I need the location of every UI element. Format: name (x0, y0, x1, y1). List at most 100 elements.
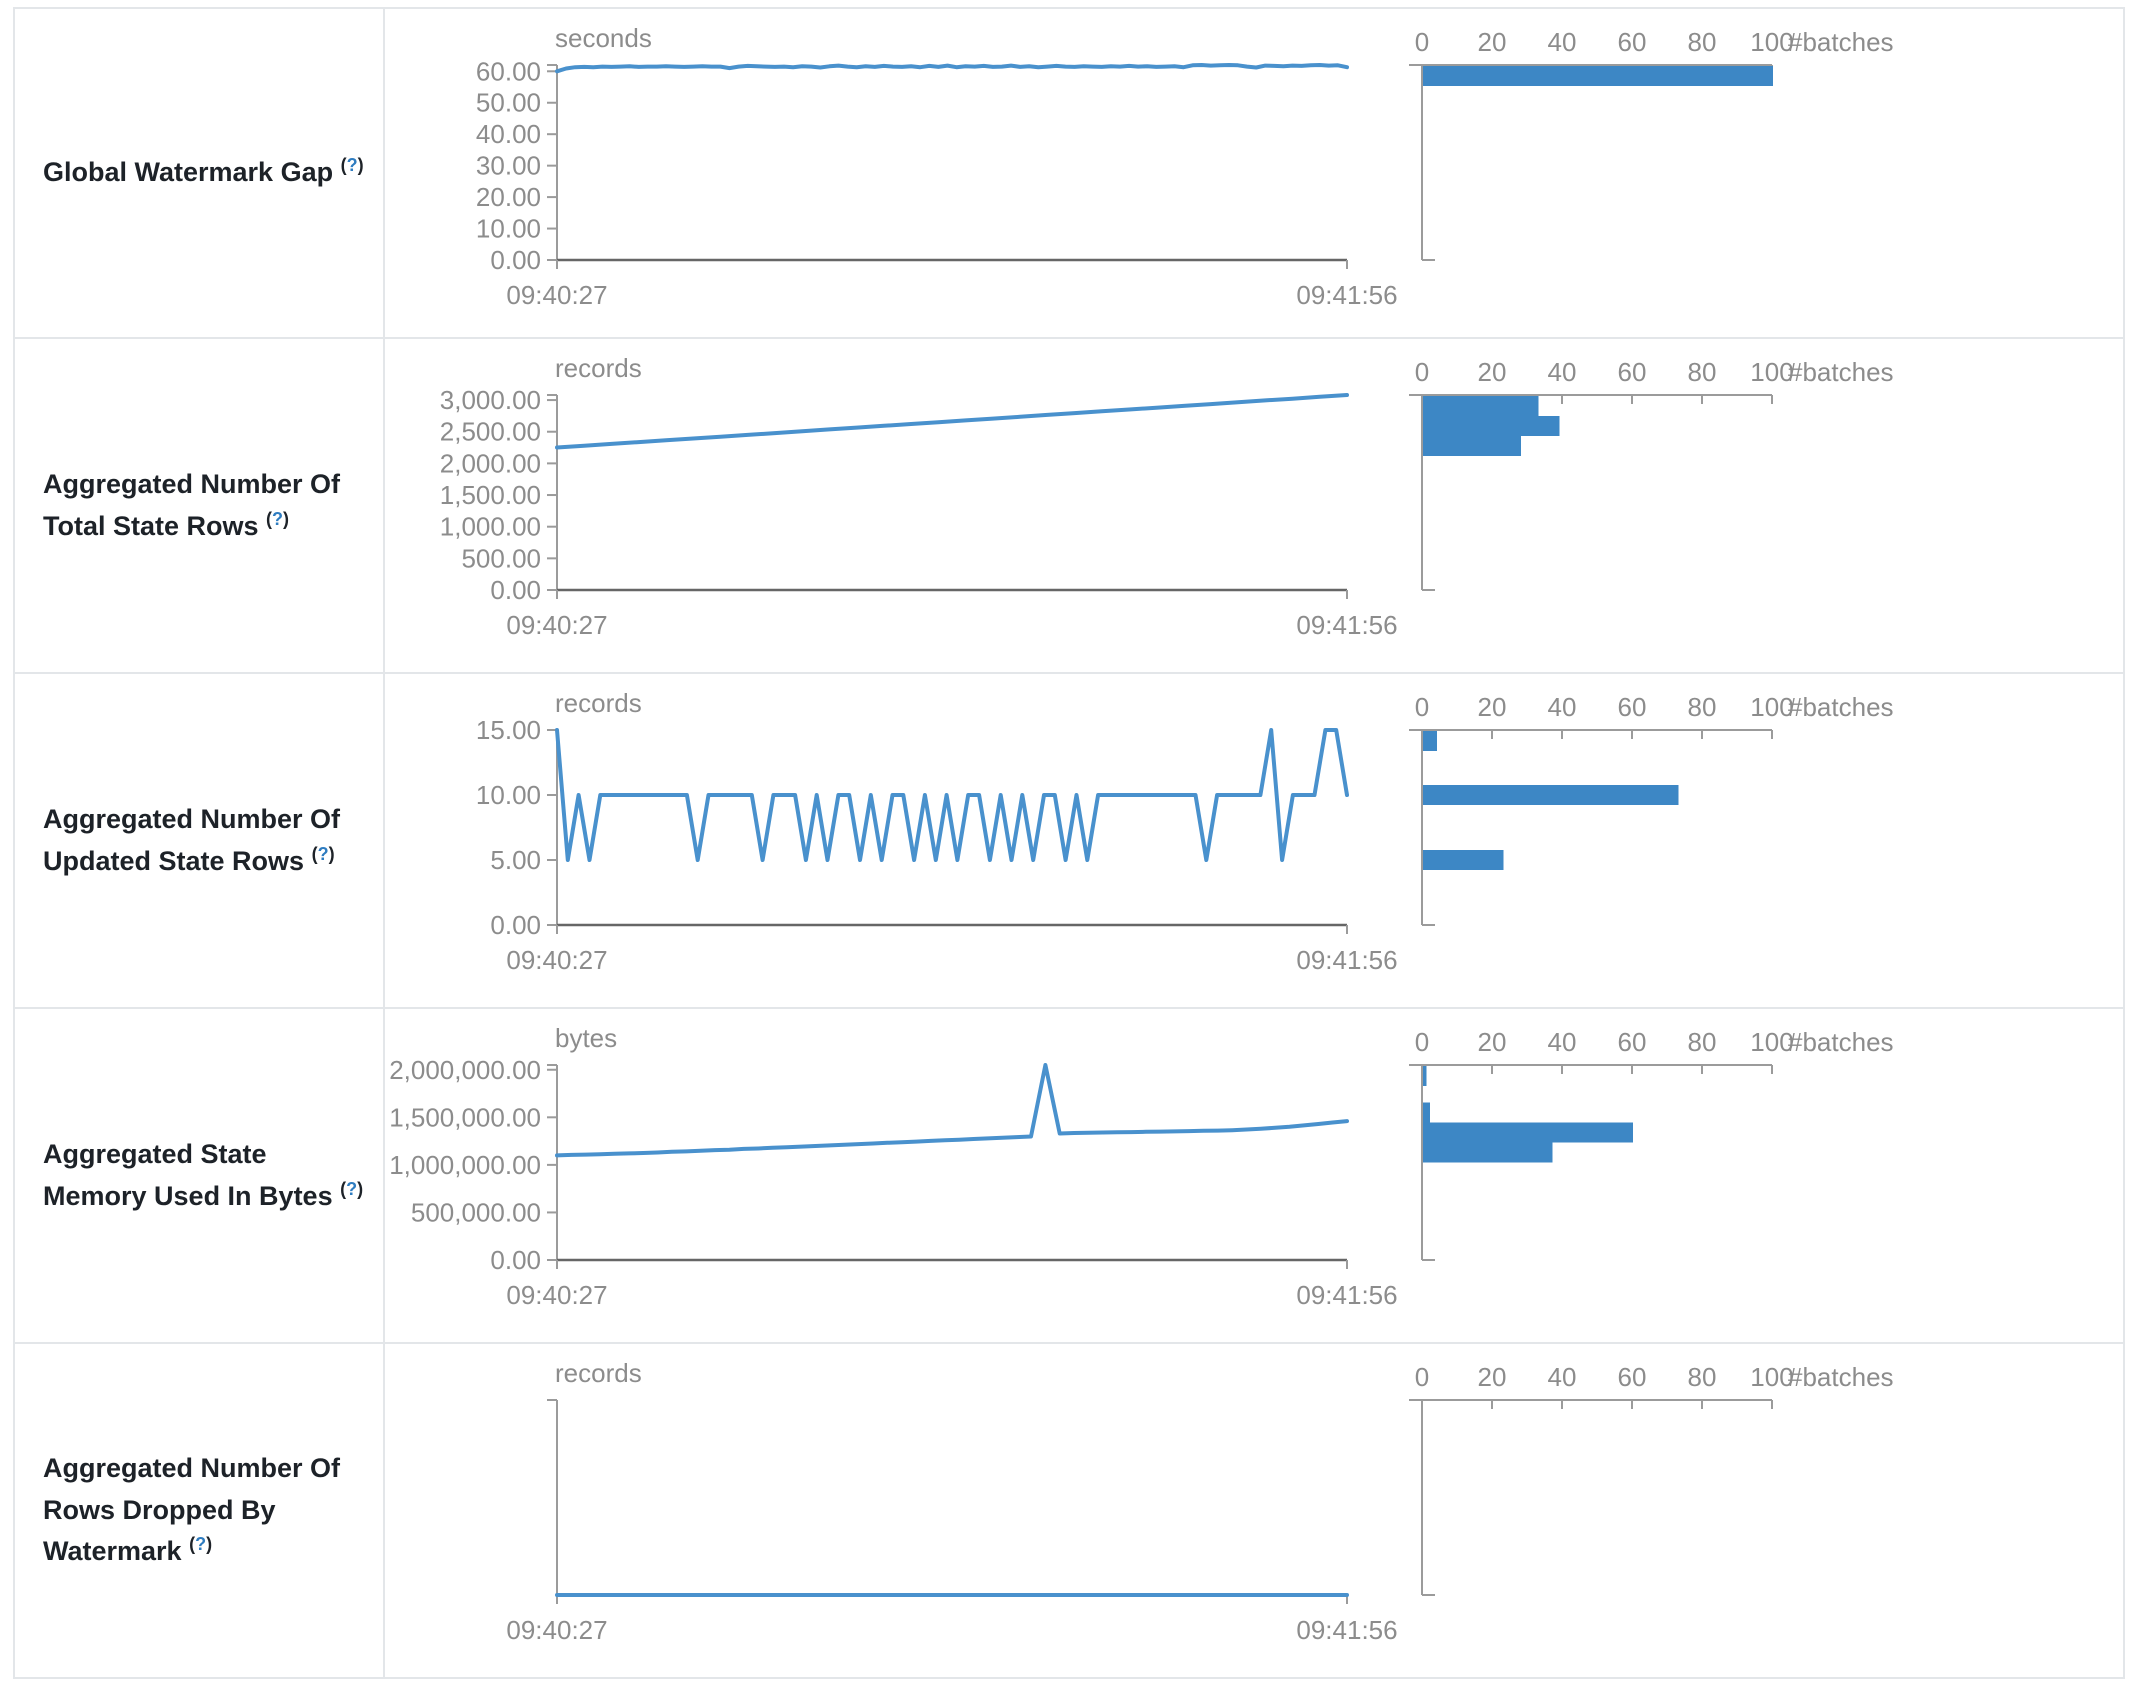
help-question-link[interactable]: ? (195, 1534, 207, 1555)
svg-text:2,500.00: 2,500.00 (440, 417, 541, 447)
svg-text:2,000,000.00: 2,000,000.00 (389, 1055, 541, 1085)
histogram-chart-total-state-rows: 0 20 40 60 80 100#batches (1409, 357, 1894, 591)
svg-text:40: 40 (1548, 1027, 1577, 1057)
help-question-link[interactable]: ? (346, 155, 358, 176)
svg-text:0.00: 0.00 (490, 1245, 541, 1275)
histogram-chart-watermark-gap: 0 20 40 60 80 100#batches (1409, 27, 1894, 261)
help-paren-close: ) (357, 155, 364, 176)
histogram-chart-updated-state-rows: 0 20 40 60 80 100#batches (1409, 692, 1894, 926)
svg-text:50.00: 50.00 (476, 88, 541, 118)
svg-text:09:41:56: 09:41:56 (1296, 1280, 1397, 1310)
svg-text:#batches: #batches (1788, 1027, 1894, 1057)
metric-row-watermark-gap: Global Watermark Gap (?) seconds 0.00 10.0… (15, 9, 2123, 339)
metric-label-text: Aggregated Number Of Total State Rows (43, 468, 341, 541)
svg-text:09:40:27: 09:40:27 (506, 1615, 607, 1645)
svg-text:09:41:56: 09:41:56 (1296, 1615, 1397, 1645)
svg-text:#batches: #batches (1788, 27, 1894, 57)
histogram-chart-state-memory: 0 20 40 60 80 100#batches (1409, 1027, 1894, 1261)
svg-text:40: 40 (1548, 1362, 1577, 1392)
metric-row-updated-state-rows: Aggregated Number Of Updated State Rows … (15, 674, 2123, 1009)
help-paren-open: ( (340, 155, 347, 176)
svg-text:20: 20 (1478, 692, 1507, 722)
svg-text:#batches: #batches (1788, 692, 1894, 722)
svg-text:60: 60 (1618, 1027, 1647, 1057)
charts-cell: records 0.00 500.00 1,000.00 1,500.00 2,000.0… (385, 339, 2127, 672)
help-paren-close: ) (328, 843, 335, 864)
metric-label-cell: Aggregated Number Of Rows Dropped By Wat… (15, 1344, 385, 1677)
help-question-link[interactable]: ? (346, 1178, 358, 1199)
svg-text:10.00: 10.00 (476, 214, 541, 244)
help-paren-open: ( (340, 1178, 347, 1199)
svg-text:seconds: seconds (555, 23, 652, 53)
svg-text:100: 100 (1750, 357, 1793, 387)
charts-cell: records 0.00 5.00 10.00 15.00 09:40:27 09:41:5… (385, 674, 2127, 1007)
svg-text:records: records (555, 1358, 642, 1388)
help-paren-close: ) (357, 1178, 364, 1199)
charts-cell: bytes 0.00 500,000.00 1,000,000.00 1,500,000… (385, 1009, 2127, 1342)
svg-text:#batches: #batches (1788, 357, 1894, 387)
svg-text:500.00: 500.00 (461, 543, 541, 573)
help-marker: (?) (341, 155, 364, 175)
svg-text:40: 40 (1548, 692, 1577, 722)
metric-label: Aggregated Number Of Rows Dropped By Wat… (43, 1448, 367, 1574)
metric-label-cell: Aggregated Number Of Updated State Rows … (15, 674, 385, 1007)
charts-cell: records 09:40:27 09:41:56 0 20 40 60 80 100 #bat… (385, 1344, 2127, 1677)
metric-label: Aggregated Number Of Updated State Rows … (43, 799, 367, 883)
svg-text:09:40:27: 09:40:27 (506, 280, 607, 310)
svg-text:60.00: 60.00 (476, 56, 541, 86)
svg-text:5.00: 5.00 (490, 845, 541, 875)
metric-row-rows-dropped: Aggregated Number Of Rows Dropped By Wat… (15, 1344, 2123, 1677)
svg-text:1,500,000.00: 1,500,000.00 (389, 1102, 541, 1132)
svg-text:60: 60 (1618, 1362, 1647, 1392)
help-marker: (?) (189, 1534, 212, 1554)
svg-text:60: 60 (1618, 692, 1647, 722)
svg-text:09:41:56: 09:41:56 (1296, 280, 1397, 310)
svg-text:60: 60 (1618, 357, 1647, 387)
svg-text:80: 80 (1688, 692, 1717, 722)
svg-text:0: 0 (1415, 1362, 1429, 1392)
timeline-chart-watermark-gap: seconds 0.0010.0020.0030.0040.0050.0060.0… (476, 23, 1398, 310)
svg-text:09:41:56: 09:41:56 (1296, 945, 1397, 975)
svg-text:1,500.00: 1,500.00 (440, 480, 541, 510)
svg-text:20: 20 (1478, 1027, 1507, 1057)
metric-row-total-state-rows: Aggregated Number Of Total State Rows (?… (15, 339, 2123, 674)
metric-label-text: Aggregated State Memory Used In Bytes (43, 1138, 333, 1211)
svg-text:80: 80 (1688, 357, 1717, 387)
svg-text:0: 0 (1415, 27, 1429, 57)
metric-label: Global Watermark Gap (?) (43, 152, 364, 194)
svg-text:500,000.00: 500,000.00 (411, 1197, 541, 1227)
timeline-chart-updated-state-rows: records 0.00 5.00 10.00 15.00 09:40:27 09:41:5… (476, 688, 1398, 975)
svg-text:09:40:27: 09:40:27 (506, 610, 607, 640)
help-question-link[interactable]: ? (272, 508, 284, 529)
svg-text:60: 60 (1618, 27, 1647, 57)
svg-text:0: 0 (1415, 1027, 1429, 1057)
help-marker: (?) (266, 509, 289, 529)
svg-text:80: 80 (1688, 27, 1717, 57)
svg-text:bytes: bytes (555, 1023, 617, 1053)
charts-cell: seconds 0.00 10.00 20.00 30.00 40.00 50.00 60.0… (385, 9, 2127, 337)
svg-text:#batches: #batches (1788, 1362, 1894, 1392)
metric-label: Aggregated Number Of Total State Rows (?… (43, 464, 367, 548)
svg-text:0: 0 (1415, 692, 1429, 722)
svg-text:80: 80 (1688, 1362, 1717, 1392)
help-question-link[interactable]: ? (317, 843, 329, 864)
svg-text:20: 20 (1478, 1362, 1507, 1392)
svg-text:09:40:27: 09:40:27 (506, 945, 607, 975)
histogram-chart-rows-dropped: 0 20 40 60 80 100#batches (1409, 1362, 1894, 1596)
svg-text:1,000.00: 1,000.00 (440, 512, 541, 542)
svg-text:80: 80 (1688, 1027, 1717, 1057)
help-marker: (?) (340, 1179, 363, 1199)
metric-label-cell: Aggregated State Memory Used In Bytes (?… (15, 1009, 385, 1342)
svg-text:40: 40 (1548, 357, 1577, 387)
streaming-statistics-table: Global Watermark Gap (?) seconds 0.00 10.0… (13, 7, 2125, 1679)
svg-text:40.00: 40.00 (476, 119, 541, 149)
svg-text:0.00: 0.00 (490, 245, 541, 275)
svg-text:100: 100 (1750, 1362, 1793, 1392)
metric-label-text: Aggregated Number Of Updated State Rows (43, 803, 341, 876)
svg-text:30.00: 30.00 (476, 151, 541, 181)
svg-text:20.00: 20.00 (476, 182, 541, 212)
svg-text:100: 100 (1750, 1027, 1793, 1057)
help-paren-open: ( (311, 843, 318, 864)
svg-text:records: records (555, 353, 642, 383)
metric-label-cell: Aggregated Number Of Total State Rows (?… (15, 339, 385, 672)
